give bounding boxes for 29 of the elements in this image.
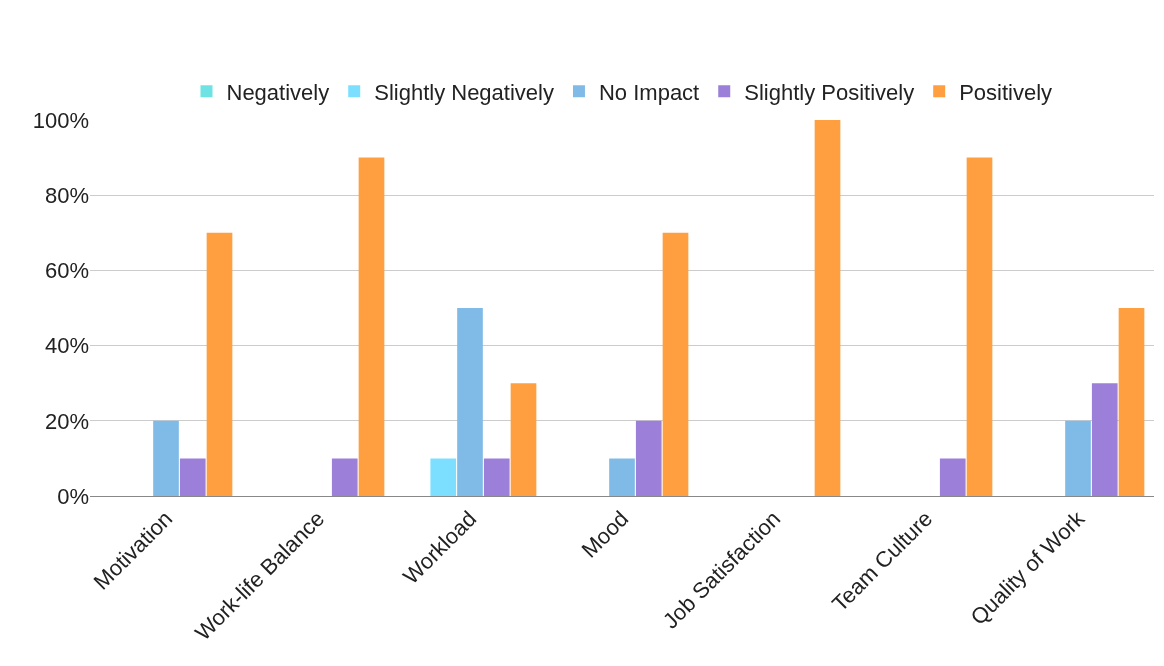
y-tick-label: 0% — [57, 483, 89, 509]
bar — [331, 458, 358, 496]
bar — [635, 420, 662, 496]
legend-label: Positively — [959, 79, 1053, 105]
y-tick-label: 100% — [32, 107, 89, 133]
bar — [358, 157, 385, 496]
bar — [510, 383, 537, 496]
bar — [430, 458, 457, 496]
y-tick-label: 20% — [44, 408, 89, 434]
bar — [457, 308, 483, 496]
bar — [662, 232, 689, 496]
legend-label: Slightly Positively — [744, 79, 915, 105]
legend-label: No Impact — [598, 79, 700, 105]
bar — [179, 458, 206, 496]
bar — [1118, 308, 1145, 496]
bar — [206, 232, 233, 496]
legend-label: Negatively — [226, 79, 330, 105]
bar — [153, 420, 179, 496]
bar — [966, 157, 993, 496]
bar — [609, 458, 635, 496]
y-tick-label: 40% — [44, 333, 89, 359]
bar — [939, 458, 966, 496]
bar — [1091, 383, 1118, 496]
y-tick-label: 60% — [44, 258, 89, 284]
bar — [483, 458, 510, 496]
bar — [814, 120, 841, 496]
y-tick-label: 80% — [44, 182, 89, 208]
bar — [1065, 420, 1091, 496]
legend-label: Slightly Negatively — [374, 79, 554, 105]
